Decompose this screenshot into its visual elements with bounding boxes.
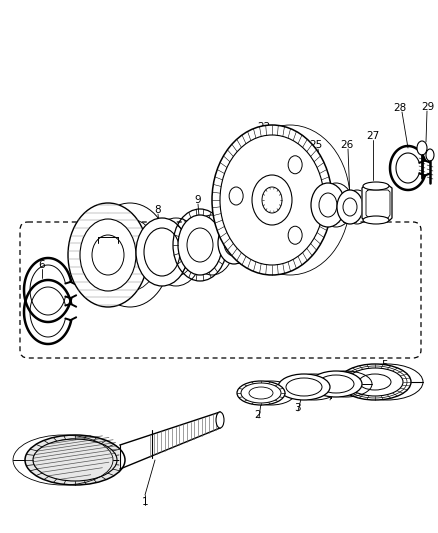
Text: 7: 7 [100,205,106,215]
Text: 2: 2 [254,410,261,420]
Ellipse shape [249,387,273,399]
Polygon shape [362,185,392,222]
Ellipse shape [286,378,322,396]
Text: 6: 6 [39,260,45,270]
Ellipse shape [343,198,357,216]
Ellipse shape [426,149,434,161]
Ellipse shape [229,187,243,205]
Ellipse shape [237,381,285,405]
Ellipse shape [220,135,324,265]
Ellipse shape [224,230,244,256]
Text: 9: 9 [194,195,201,205]
Text: 28: 28 [393,103,406,113]
Ellipse shape [80,219,136,291]
Text: 4: 4 [327,391,333,401]
Text: 1: 1 [141,497,148,507]
Text: 3: 3 [294,403,300,413]
Text: 25: 25 [309,140,323,150]
Ellipse shape [363,182,389,190]
Ellipse shape [178,215,222,275]
Ellipse shape [68,203,148,307]
Ellipse shape [288,226,302,244]
Ellipse shape [319,193,337,217]
Ellipse shape [417,141,427,155]
Ellipse shape [212,125,332,275]
Text: 8: 8 [155,205,161,215]
Ellipse shape [25,435,125,485]
Ellipse shape [339,364,411,400]
Text: 5: 5 [381,360,389,370]
Ellipse shape [310,371,362,397]
Ellipse shape [311,183,345,227]
Ellipse shape [337,190,363,224]
Ellipse shape [216,412,224,428]
Text: 27: 27 [366,131,380,141]
Text: 10: 10 [229,195,242,205]
Ellipse shape [359,374,391,390]
Ellipse shape [278,374,330,400]
Ellipse shape [241,383,281,403]
Text: 22: 22 [258,122,271,132]
Ellipse shape [136,218,188,286]
Ellipse shape [92,235,124,275]
Ellipse shape [262,187,282,213]
Ellipse shape [363,216,389,224]
Ellipse shape [252,175,292,225]
Polygon shape [120,412,220,469]
Ellipse shape [144,228,180,276]
Text: 26: 26 [340,140,353,150]
Ellipse shape [187,228,213,262]
Text: 29: 29 [421,102,434,112]
Ellipse shape [318,375,354,393]
Ellipse shape [218,222,250,264]
Ellipse shape [347,368,403,396]
Ellipse shape [288,156,302,174]
